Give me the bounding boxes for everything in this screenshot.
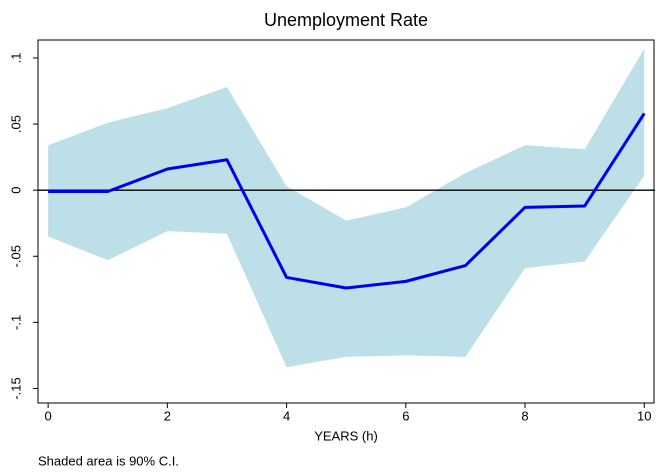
y-tick-label: -.1 (8, 315, 23, 330)
line (48, 112, 646, 290)
y-tick-label: -.15 (8, 377, 23, 399)
y-tick-label: 0 (8, 187, 23, 194)
y-tick-label: -.05 (8, 245, 23, 267)
chart-title: Unemployment Rate (264, 10, 428, 30)
note: Shaded area is 90% C.I. (38, 453, 179, 468)
y-tick-label: .1 (8, 53, 23, 64)
x-tick-label: 4 (283, 408, 290, 423)
x-tick-label: 0 (45, 408, 52, 423)
x-tick-label: 8 (521, 408, 528, 423)
plot-frame (37, 39, 655, 404)
x-axis-label: YEARS (h) (314, 428, 378, 443)
ci-band (48, 48, 645, 368)
y-tick-label: .05 (8, 115, 23, 133)
x-tick-label: 6 (402, 408, 409, 423)
x-tick-label: 2 (164, 408, 171, 423)
x-tick-label: 10 (637, 408, 651, 423)
